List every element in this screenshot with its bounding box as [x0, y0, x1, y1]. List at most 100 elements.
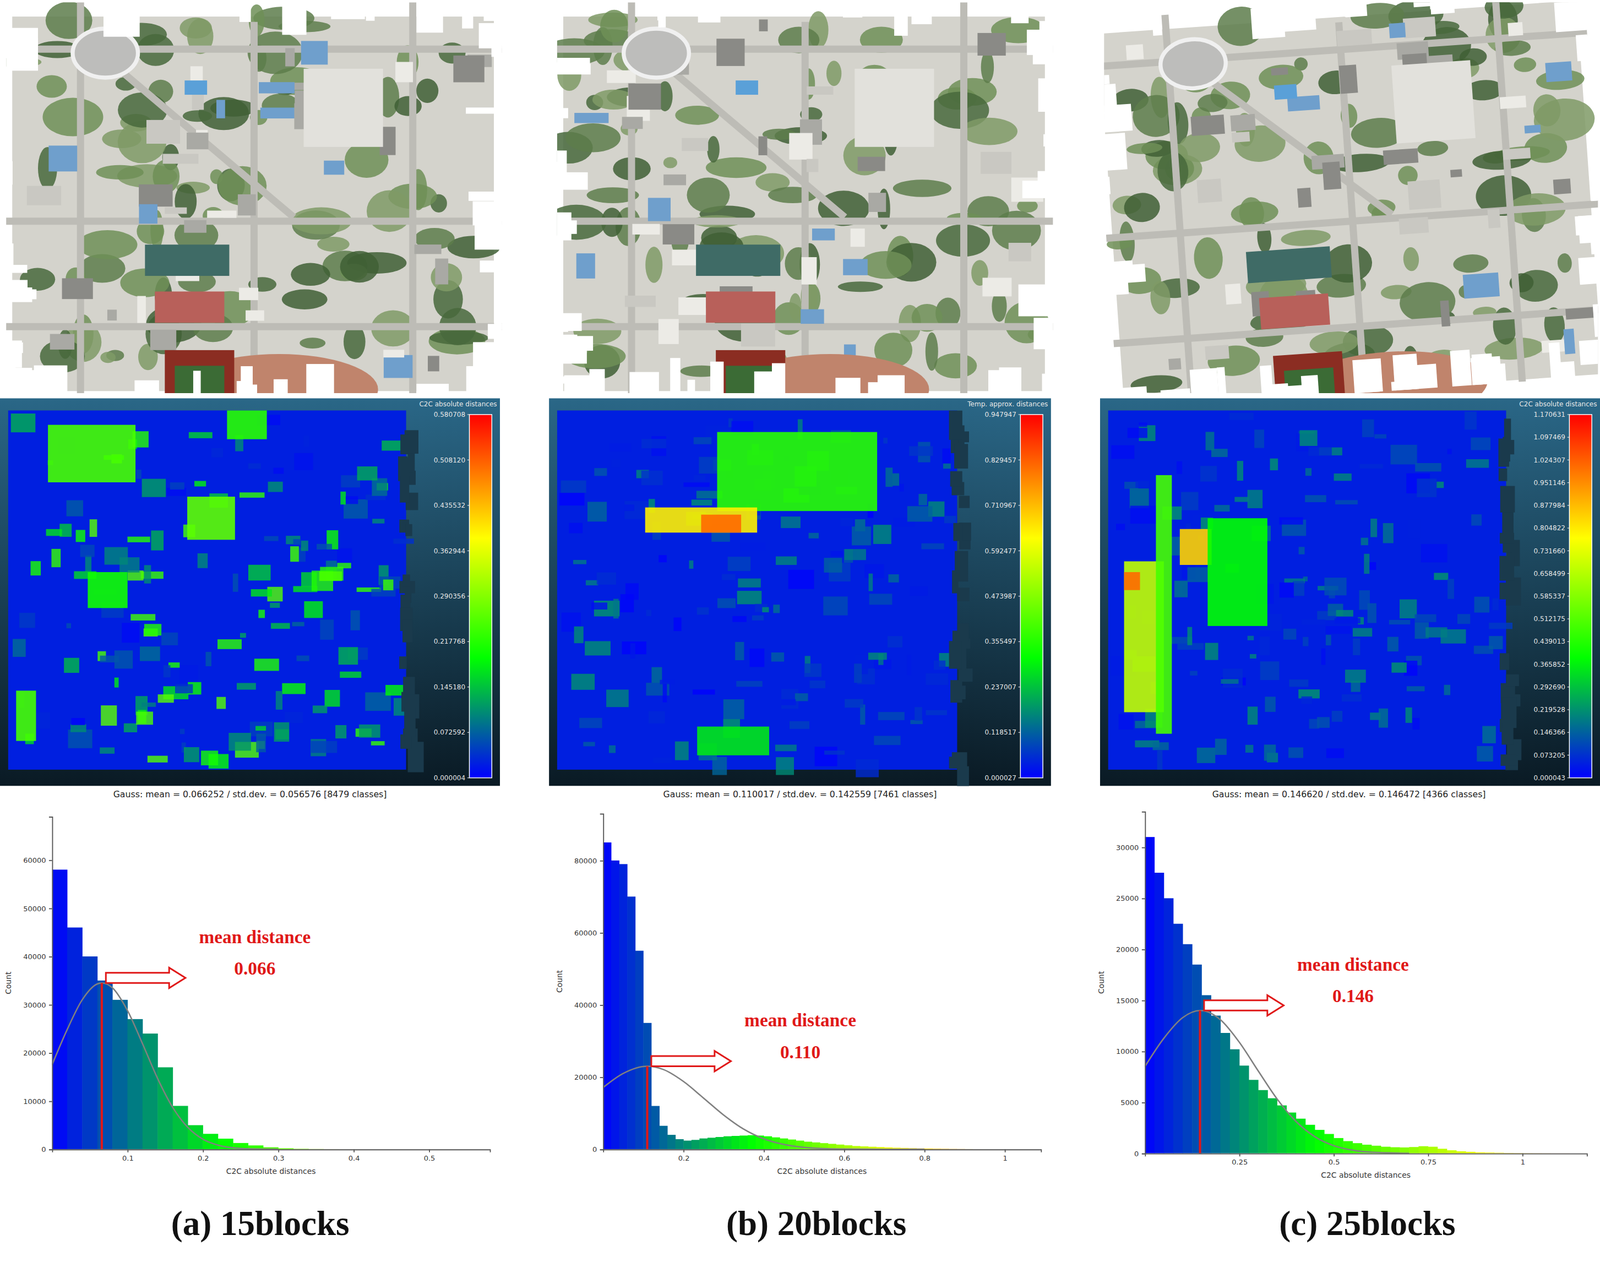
colorbar-tick	[1567, 414, 1570, 415]
cloud-patch	[1196, 747, 1216, 764]
building	[207, 210, 237, 218]
edge-gap	[951, 752, 968, 768]
edge-gap	[868, 382, 892, 394]
tick: 0.4	[758, 1149, 771, 1162]
cloud-patch	[188, 432, 213, 439]
cloud-patch	[723, 699, 745, 720]
cloud-patch	[721, 574, 736, 581]
building	[1230, 113, 1256, 132]
edge-gap	[236, 381, 253, 394]
cloud-patch	[1129, 488, 1150, 509]
edge-gap	[954, 685, 966, 700]
cloud-patch	[608, 745, 616, 754]
histogram-bar	[1004, 1148, 1014, 1150]
histogram-bar	[1220, 1032, 1231, 1154]
vegetation	[299, 337, 326, 349]
cloud-patch	[1174, 580, 1188, 598]
colorbar-tick	[467, 641, 470, 642]
cloud-patch	[336, 548, 352, 569]
colorbar-tick	[1567, 528, 1570, 529]
cloud-patch	[104, 547, 129, 565]
tick-mark	[1004, 1149, 1006, 1153]
tick: 0.4	[348, 1149, 361, 1162]
histogram-bar	[338, 1148, 355, 1150]
building	[606, 70, 636, 84]
building	[1499, 95, 1527, 110]
histogram-bar	[278, 1148, 294, 1150]
tick-mark	[1428, 1153, 1430, 1157]
vegetation	[36, 75, 67, 99]
building	[681, 138, 709, 152]
histogram-bar	[659, 1125, 668, 1150]
cloud-patch	[179, 665, 199, 683]
hot-patch	[1207, 518, 1267, 627]
building	[1388, 22, 1406, 39]
cloud-patch	[1283, 628, 1297, 640]
edge-gap	[402, 619, 413, 642]
cloud-patch	[584, 640, 611, 656]
building	[48, 145, 78, 172]
cloud-patch	[795, 693, 809, 701]
building	[383, 355, 413, 379]
cloud-patch	[197, 553, 209, 569]
building	[622, 116, 644, 129]
colorbar-tick-label: 0.118517	[984, 728, 1016, 737]
tick-mark	[600, 1076, 604, 1079]
edge-gap	[958, 668, 973, 682]
building	[1439, 300, 1451, 327]
edge-gap	[658, 2, 667, 28]
vegetation	[42, 98, 103, 137]
cloud-patch	[1335, 499, 1358, 505]
cloud-patch	[804, 663, 822, 677]
cloud-patch	[1352, 638, 1360, 656]
building	[1336, 28, 1373, 47]
edge-gap	[30, 369, 62, 394]
cloud-patch	[99, 747, 115, 754]
tick-label: 30000	[1116, 843, 1139, 852]
annotation-title: mean distance	[1297, 954, 1409, 975]
edge-gap	[1550, 361, 1576, 380]
cloud-patch	[66, 500, 84, 517]
cloud-patch	[568, 523, 583, 534]
edge-gap	[1501, 512, 1514, 533]
cloud-patch	[292, 622, 305, 627]
panel-caption: (b) 20blocks	[726, 1204, 907, 1243]
tick-mark	[49, 956, 53, 958]
histogram-bar	[1428, 1146, 1439, 1154]
tick: 0.75	[1420, 1153, 1437, 1167]
cloud-patch	[1182, 584, 1188, 594]
histogram-bar	[443, 1148, 460, 1150]
edge-gap	[589, 368, 605, 394]
building	[1565, 307, 1594, 320]
building	[1190, 114, 1226, 136]
hot-patch	[187, 496, 236, 540]
tick-label: 50000	[23, 904, 46, 913]
tick: 0.2	[197, 1149, 210, 1162]
edge-gap	[754, 371, 776, 394]
edge-gap	[400, 434, 408, 455]
edge-gap	[1353, 363, 1380, 394]
histogram-bar	[932, 1148, 941, 1150]
cloud-patch	[1425, 627, 1447, 638]
edge-gap	[670, 357, 680, 394]
tick: 20000	[1116, 945, 1145, 954]
tick-mark	[1141, 1153, 1146, 1155]
tick-label: 40000	[23, 952, 46, 961]
cloud-patch	[762, 607, 769, 613]
edge-gap	[1499, 532, 1515, 544]
colorbar-title: Temp. approx. distances	[966, 400, 1048, 408]
cloud-patch	[749, 648, 765, 667]
cloud-patch	[71, 717, 85, 726]
building	[788, 133, 813, 160]
court	[144, 244, 230, 276]
edge-gap	[306, 363, 334, 394]
edge-gap	[1051, 2, 1053, 24]
building	[574, 112, 609, 123]
y-axis-title: Count	[554, 969, 564, 993]
cloud-patch	[594, 467, 607, 476]
building	[741, 323, 776, 347]
colorbar-tick	[467, 686, 470, 688]
vegetation	[1452, 253, 1489, 274]
cloud-patch	[1367, 603, 1377, 624]
tick-label: 25000	[1116, 894, 1139, 903]
